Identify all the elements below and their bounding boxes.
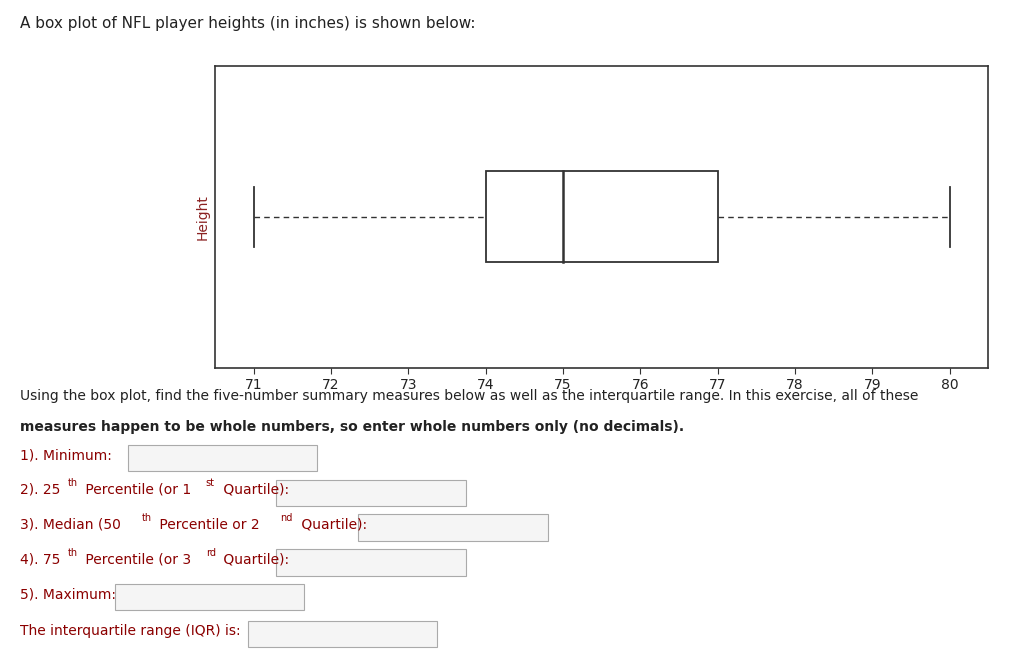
Bar <box>485 171 718 262</box>
Text: A box plot of NFL player heights (in inches) is shown below:: A box plot of NFL player heights (in inc… <box>20 16 476 32</box>
Text: 3). Median (50: 3). Median (50 <box>20 518 122 532</box>
Text: rd: rd <box>206 548 216 558</box>
Text: Percentile (or 1: Percentile (or 1 <box>81 483 191 497</box>
Text: th: th <box>68 478 78 488</box>
Text: 1). Minimum:: 1). Minimum: <box>20 448 113 462</box>
Text: Quartile):: Quartile): <box>297 518 367 532</box>
Y-axis label: Height: Height <box>196 194 210 240</box>
Text: 2). 25: 2). 25 <box>20 483 60 497</box>
Text: th: th <box>68 548 78 558</box>
Text: nd: nd <box>281 513 293 523</box>
Text: The interquartile range (IQR) is:: The interquartile range (IQR) is: <box>20 624 241 638</box>
Text: Using the box plot, find the five-number summary measures below as well as the i: Using the box plot, find the five-number… <box>20 389 919 403</box>
Text: Quartile):: Quartile): <box>219 553 289 566</box>
Text: th: th <box>141 513 152 523</box>
Text: 4). 75: 4). 75 <box>20 553 60 566</box>
Text: st: st <box>206 478 215 488</box>
Text: Percentile (or 3: Percentile (or 3 <box>81 553 191 566</box>
Text: Quartile):: Quartile): <box>219 483 289 497</box>
Text: Percentile or 2: Percentile or 2 <box>155 518 259 532</box>
Text: 5). Maximum:: 5). Maximum: <box>20 587 117 601</box>
Text: measures happen to be whole numbers, so enter whole numbers only (no decimals).: measures happen to be whole numbers, so … <box>20 420 685 434</box>
